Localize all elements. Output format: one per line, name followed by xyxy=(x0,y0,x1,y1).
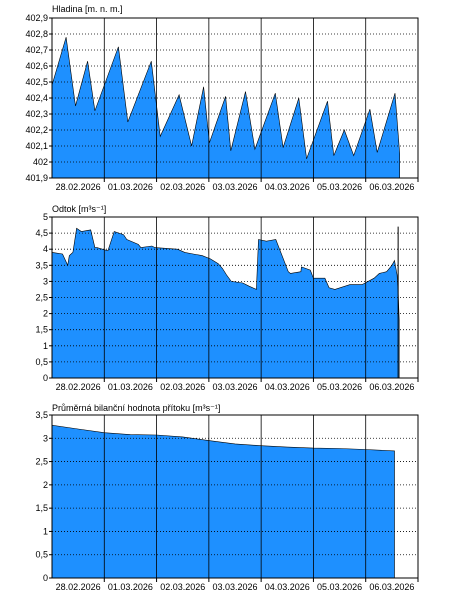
y-tick-label: 1,5 xyxy=(35,325,48,335)
x-tick-label: 05.03.2026 xyxy=(317,182,362,192)
plot-frame xyxy=(51,17,419,179)
x-tick-label: 02.03.2026 xyxy=(160,582,205,592)
y-tick-label: 0,5 xyxy=(35,550,48,560)
series-area xyxy=(51,37,400,179)
series-area xyxy=(51,424,395,579)
y-tick-label: 402 xyxy=(33,157,48,167)
x-tick-label: 03.03.2026 xyxy=(212,382,257,392)
y-tick-label: 402,9 xyxy=(25,13,48,23)
plot-frame xyxy=(51,216,419,379)
y-tick-label: 402,3 xyxy=(25,109,48,119)
x-tick-label: 01.03.2026 xyxy=(108,382,153,392)
y-tick-label: 2,5 xyxy=(35,293,48,303)
plot-frame xyxy=(51,414,419,579)
x-tick-label: 06.03.2026 xyxy=(369,582,414,592)
y-tick-label: 1 xyxy=(43,526,48,536)
y-tick-label: 2 xyxy=(43,309,48,319)
y-tick-label: 402,5 xyxy=(25,77,48,87)
y-tick-label: 4,5 xyxy=(35,228,48,238)
x-tick-label: 06.03.2026 xyxy=(369,182,414,192)
x-tick-label: 28.02.2026 xyxy=(56,182,101,192)
y-tick-label: 0 xyxy=(43,573,48,583)
y-tick-label: 402,2 xyxy=(25,125,48,135)
y-tick-label: 3 xyxy=(43,276,48,286)
chart-2-ylabel: Odtok [m³s⁻¹] xyxy=(52,204,106,214)
x-tick-label: 28.02.2026 xyxy=(56,582,101,592)
y-tick-label: 5 xyxy=(43,212,48,222)
series-area xyxy=(51,227,400,379)
chart-1-ylabel: Hladina [m. n. m.] xyxy=(52,4,123,14)
x-tick-label: 03.03.2026 xyxy=(212,182,257,192)
x-tick-label: 04.03.2026 xyxy=(265,182,310,192)
y-tick-label: 2 xyxy=(43,480,48,490)
chart-3: Průměrná bilanční hodnota přítoku [m³s⁻¹… xyxy=(35,403,419,592)
x-tick-label: 03.03.2026 xyxy=(212,582,257,592)
y-tick-label: 402,4 xyxy=(25,93,48,103)
x-tick-label: 02.03.2026 xyxy=(160,182,205,192)
y-tick-label: 401,9 xyxy=(25,173,48,183)
chart-2: Odtok [m³s⁻¹] 5 4,5 4 3,5 3 2,5 2 1,5 1 0,5 0 28.02.… xyxy=(35,204,419,392)
y-tick-label: 402,8 xyxy=(25,29,48,39)
y-tick-label: 0 xyxy=(43,373,48,383)
y-tick-label: 3,5 xyxy=(35,260,48,270)
x-tick-label: 04.03.2026 xyxy=(265,382,310,392)
x-tick-label: 04.03.2026 xyxy=(265,582,310,592)
y-tick-label: 0,5 xyxy=(35,357,48,367)
y-tick-label: 1 xyxy=(43,341,48,351)
x-tick-label: 02.03.2026 xyxy=(160,382,205,392)
y-tick-label: 402,1 xyxy=(25,141,48,151)
y-tick-label: 3 xyxy=(43,433,48,443)
x-tick-label: 05.03.2026 xyxy=(317,582,362,592)
y-tick-label: 402,7 xyxy=(25,45,48,55)
x-tick-label: 28.02.2026 xyxy=(56,382,101,392)
chart-1: Hladina [m. n. m.] 402,9 402,8 402,7 402,6 40… xyxy=(25,4,419,192)
y-tick-label: 4 xyxy=(43,244,48,254)
x-tick-label: 01.03.2026 xyxy=(108,182,153,192)
y-tick-label: 1,5 xyxy=(35,503,48,513)
y-tick-label: 2,5 xyxy=(35,457,48,467)
chart-3-ylabel: Průměrná bilanční hodnota přítoku [m³s⁻¹… xyxy=(52,403,220,413)
x-tick-label: 01.03.2026 xyxy=(108,582,153,592)
y-tick-label: 3,5 xyxy=(35,410,48,420)
x-tick-label: 05.03.2026 xyxy=(317,382,362,392)
y-tick-label: 402,6 xyxy=(25,61,48,71)
x-tick-label: 06.03.2026 xyxy=(369,382,414,392)
